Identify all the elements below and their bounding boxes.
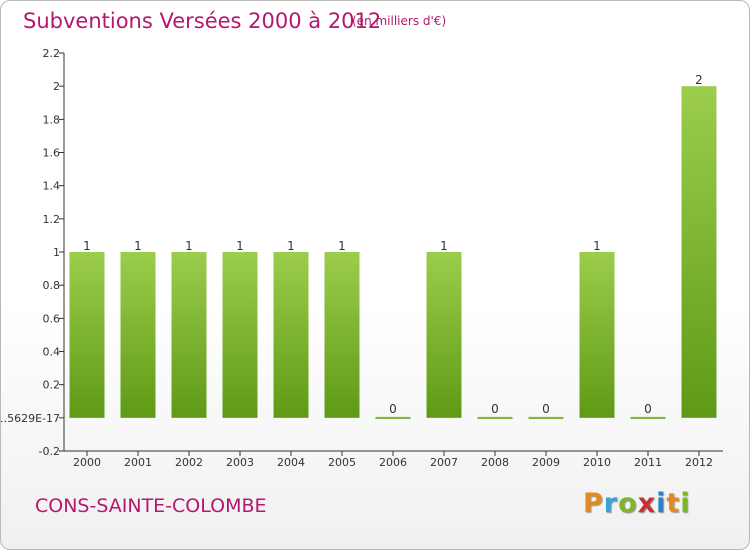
y-tick-label: 1.6	[43, 147, 61, 160]
commune-name: CONS-SAINTE-COLOMBE	[35, 495, 267, 517]
bar	[477, 416, 513, 419]
y-tick-label: 1.2	[43, 213, 61, 226]
logo-letter: P	[583, 488, 604, 519]
bar	[69, 252, 105, 418]
bar	[579, 252, 615, 418]
logo-letter: i	[680, 488, 691, 519]
data-label: 1	[287, 239, 295, 253]
x-tick-label: 2008	[481, 456, 509, 469]
logo-letter: x	[637, 488, 657, 519]
proxiti-logo: Proxiti	[583, 488, 691, 519]
data-label: 1	[440, 239, 448, 253]
bar	[273, 252, 309, 418]
y-tick-label: 0.8	[43, 279, 61, 292]
data-label: 1	[185, 239, 193, 253]
x-tick-label: 2000	[73, 456, 101, 469]
x-tick-label: 2001	[124, 456, 152, 469]
data-label: 1	[338, 239, 346, 253]
bar	[120, 252, 156, 418]
y-tick-label: 0.6	[43, 312, 61, 325]
data-label: 0	[542, 402, 550, 416]
y-tick-label: 2	[53, 80, 60, 93]
data-label: 0	[491, 402, 499, 416]
y-tick-label: 1.8	[43, 113, 61, 126]
data-label: 1	[593, 239, 601, 253]
bar	[630, 416, 666, 419]
data-label: 0	[389, 402, 397, 416]
data-label: 0	[644, 402, 652, 416]
y-tick-label: -1.5629E-17	[1, 412, 60, 425]
bar	[375, 416, 411, 419]
bar	[528, 416, 564, 419]
x-tick-label: 2005	[328, 456, 356, 469]
data-label: 2	[695, 73, 703, 87]
x-tick-label: 2012	[685, 456, 713, 469]
data-label: 1	[83, 239, 91, 253]
y-tick-label: 2.2	[43, 47, 61, 60]
y-tick-label: 0.2	[43, 379, 61, 392]
logo-letter: r	[603, 488, 619, 519]
logo-letter: i	[656, 488, 667, 519]
x-tick-label: 2003	[226, 456, 254, 469]
x-tick-label: 2006	[379, 456, 407, 469]
bar	[426, 252, 462, 418]
bar	[681, 86, 717, 418]
y-tick-label: -0.2	[39, 445, 60, 458]
x-tick-label: 2007	[430, 456, 458, 469]
x-tick-label: 2010	[583, 456, 611, 469]
chart-title: Subventions Versées 2000 à 2012	[23, 9, 382, 33]
bar	[171, 252, 207, 418]
y-tick-label: 1	[53, 246, 60, 259]
x-tick-label: 2004	[277, 456, 305, 469]
data-label: 1	[236, 239, 244, 253]
unit-note: (en milliers d'€)	[352, 14, 447, 28]
data-label: 1	[134, 239, 142, 253]
logo-letter: o	[618, 488, 638, 519]
x-tick-label: 2009	[532, 456, 560, 469]
bar	[222, 252, 258, 418]
x-tick-label: 2011	[634, 456, 662, 469]
logo-letter: t	[666, 488, 681, 519]
y-tick-label: 0.4	[43, 346, 61, 359]
x-tick-label: 2002	[175, 456, 203, 469]
y-tick-label: 1.4	[43, 180, 61, 193]
bar	[324, 252, 360, 418]
